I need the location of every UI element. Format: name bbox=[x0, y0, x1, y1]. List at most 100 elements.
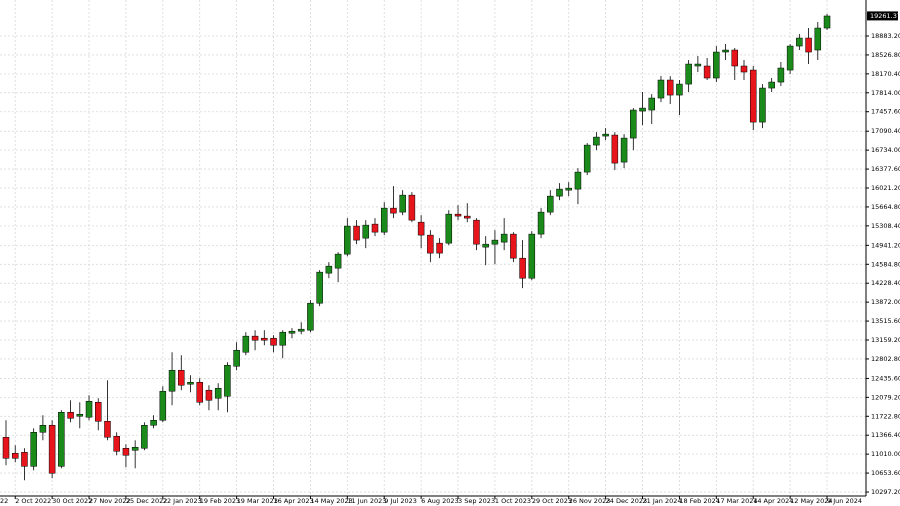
candle-body bbox=[187, 381, 194, 385]
candle-body bbox=[473, 219, 480, 245]
candle-body bbox=[519, 257, 526, 279]
x-tick-label: 17 Mar 2024 bbox=[716, 497, 757, 505]
candle-body bbox=[574, 171, 582, 190]
candle-body bbox=[113, 436, 120, 452]
candle-body bbox=[676, 83, 683, 96]
candle-body bbox=[583, 144, 591, 173]
x-tick-label: 19 Feb 2023 bbox=[200, 497, 240, 505]
candle-body bbox=[740, 65, 748, 73]
candle-body bbox=[464, 215, 471, 219]
x-tick-label: 3 Sep 2023 bbox=[458, 497, 495, 505]
candle-body bbox=[233, 349, 240, 367]
candle-body bbox=[297, 328, 305, 332]
candle-body bbox=[722, 49, 729, 53]
candle-body bbox=[325, 265, 333, 274]
y-tick-label: 17090.40 bbox=[871, 127, 900, 135]
candle-body bbox=[95, 402, 102, 422]
x-tick-label: 24 Dec 2023 bbox=[606, 497, 648, 505]
candle-body bbox=[362, 224, 370, 239]
candle-body bbox=[500, 233, 508, 243]
candle-body bbox=[205, 389, 213, 401]
candle-body bbox=[565, 187, 572, 191]
candle-body bbox=[242, 335, 250, 353]
candle-body bbox=[150, 420, 157, 426]
candle-body bbox=[48, 425, 56, 474]
candle-body bbox=[11, 452, 19, 459]
y-tick-label: 12435.60 bbox=[871, 374, 900, 382]
candle-body bbox=[288, 330, 296, 334]
candle-body bbox=[279, 331, 286, 346]
candle-body bbox=[491, 239, 499, 245]
x-tick-label: 9 Jul 2023 bbox=[384, 497, 417, 505]
candle-body bbox=[620, 137, 628, 163]
candle-body bbox=[76, 414, 84, 417]
x-tick-label: 18 Feb 2024 bbox=[679, 497, 719, 505]
y-tick-label: 10653.60 bbox=[871, 469, 900, 477]
y-tick-label: 18170.40 bbox=[871, 70, 900, 78]
candle-body bbox=[593, 136, 600, 146]
candle-body bbox=[196, 381, 203, 403]
x-tick-label: 29 Oct 2023 bbox=[532, 497, 572, 505]
candle-body bbox=[399, 194, 406, 213]
candle-body bbox=[436, 242, 443, 254]
candle-body bbox=[611, 134, 619, 164]
candle-body bbox=[482, 243, 489, 248]
y-tick-label: 10297.20 bbox=[871, 488, 900, 496]
candle-body bbox=[657, 79, 665, 99]
candle-body bbox=[261, 337, 268, 341]
y-tick-label: 15308.40 bbox=[871, 222, 900, 230]
last-price-box bbox=[867, 11, 898, 21]
y-tick-label: 18526.80 bbox=[871, 51, 900, 59]
candle-body bbox=[67, 411, 74, 419]
x-tick-label: 12 May 2024 bbox=[790, 497, 832, 505]
candle-body bbox=[639, 107, 646, 112]
candle-body bbox=[648, 97, 655, 111]
candle-body bbox=[694, 63, 702, 67]
candle-body bbox=[556, 188, 563, 197]
candle-body bbox=[408, 194, 416, 221]
candle-body bbox=[21, 452, 28, 467]
candle-body bbox=[749, 69, 757, 123]
candle-body bbox=[805, 37, 812, 53]
candle-body bbox=[547, 195, 554, 213]
candle-body bbox=[344, 225, 351, 255]
candle-body bbox=[786, 45, 794, 71]
candle-body bbox=[307, 302, 314, 331]
x-tick-label: 14 Apr 2024 bbox=[753, 497, 793, 505]
candle-body bbox=[122, 448, 130, 456]
y-tick-label: 12079.20 bbox=[871, 393, 900, 401]
candle-body bbox=[58, 411, 65, 467]
candle-body bbox=[159, 390, 167, 421]
candle-body bbox=[814, 27, 822, 51]
x-tick-label: 26 Nov 2023 bbox=[569, 497, 611, 505]
y-tick-label: 17457.60 bbox=[871, 108, 900, 116]
candle-body bbox=[380, 207, 388, 233]
x-tick-label: 22 bbox=[0, 497, 8, 505]
x-tick-label: 25 Dec 2022 bbox=[126, 497, 168, 505]
candle-body bbox=[85, 401, 93, 418]
x-tick-label: 14 May 2023 bbox=[310, 497, 352, 505]
y-tick-label: 16021.20 bbox=[871, 184, 900, 192]
x-tick-label: 30 Oct 2022 bbox=[52, 497, 92, 505]
x-tick-label: 19 Mar 2023 bbox=[237, 497, 278, 505]
y-tick-label: 17814.00 bbox=[871, 89, 900, 97]
candle-body bbox=[630, 109, 637, 139]
y-tick-label: 13159.20 bbox=[871, 336, 900, 344]
last-price-label: 19261.37 bbox=[870, 12, 900, 20]
candle-body bbox=[777, 67, 785, 83]
candle-body bbox=[353, 225, 360, 241]
x-tick-label: 22 Jan 2023 bbox=[163, 497, 202, 505]
candle-body bbox=[685, 63, 692, 85]
candle-body bbox=[178, 369, 185, 386]
candle-body bbox=[224, 364, 231, 397]
candle-body bbox=[427, 234, 434, 254]
candle-body bbox=[30, 432, 37, 467]
x-tick-label: 2 Oct 2022 bbox=[15, 497, 51, 505]
candle-body bbox=[823, 15, 831, 29]
candle-body bbox=[141, 425, 148, 449]
x-tick-label: 6 Aug 2023 bbox=[421, 497, 459, 505]
candle-body bbox=[703, 65, 711, 79]
axis-labels: 10297.20 10653.60 11010.00 11366.40 11722.80… bbox=[14, 11, 900, 505]
candle-body bbox=[168, 369, 176, 392]
